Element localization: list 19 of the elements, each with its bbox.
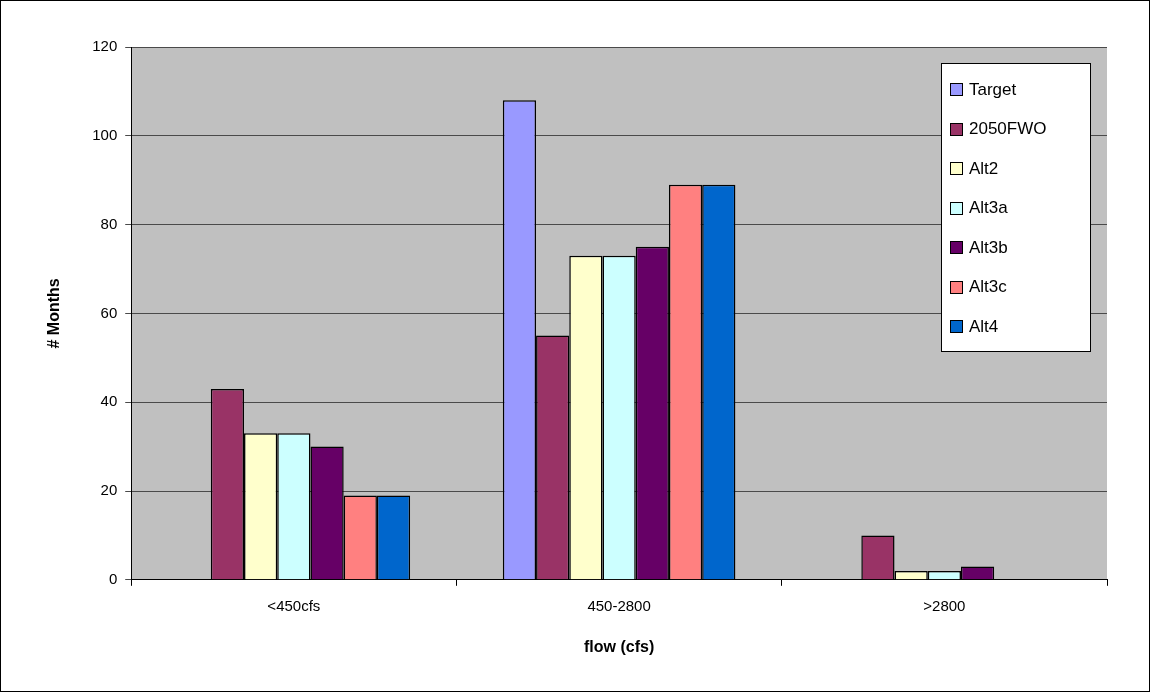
y-tick-label: 100 bbox=[92, 125, 118, 143]
x-tick-label: 450-2800 bbox=[587, 596, 651, 614]
legend-label: Alt2 bbox=[969, 158, 999, 179]
x-tick-label: >2800 bbox=[923, 596, 966, 614]
x-axis-title: flow (cfs) bbox=[584, 637, 655, 655]
x-tick-label: <450cfs bbox=[267, 596, 321, 614]
y-tick-label: 120 bbox=[92, 37, 118, 55]
legend-label: Alt3b bbox=[969, 237, 1008, 258]
legend-label: Alt3a bbox=[969, 198, 1008, 219]
legend-label: Alt3c bbox=[969, 277, 1007, 298]
y-axis-title: # Months bbox=[45, 278, 63, 349]
y-tick-label: 0 bbox=[108, 569, 118, 587]
legend-label: 2050FWO bbox=[969, 119, 1047, 140]
y-tick-label: 20 bbox=[100, 481, 118, 499]
y-tick-label: 60 bbox=[100, 303, 118, 321]
y-tick-label: 80 bbox=[100, 214, 118, 232]
legend-label: Alt4 bbox=[969, 316, 999, 337]
legend-label: Target bbox=[969, 79, 1017, 100]
y-tick-label: 40 bbox=[100, 392, 118, 410]
